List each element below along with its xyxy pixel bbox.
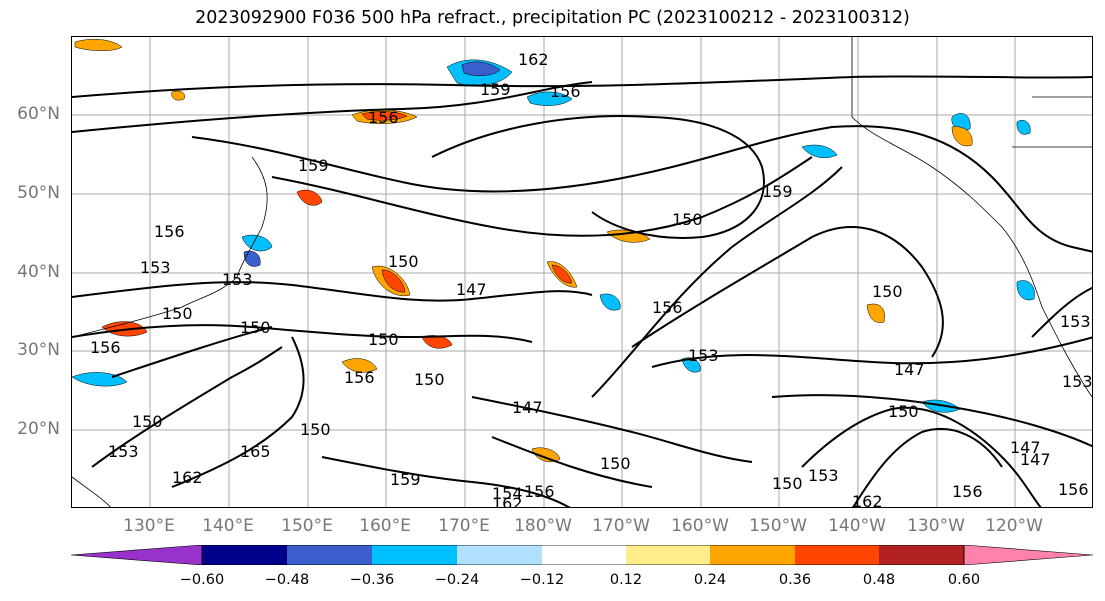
lat-label-60n: 60°N xyxy=(17,104,60,124)
colorbar-segment xyxy=(963,545,1094,565)
colorbar-tick: −0.36 xyxy=(349,572,395,588)
colorbar-segment xyxy=(542,545,626,565)
lon-label-150e: 150°E xyxy=(281,516,333,536)
lat-label-50n: 50°N xyxy=(17,183,60,203)
colorbar-tick: 0.48 xyxy=(862,572,896,588)
contour-label: 150 xyxy=(672,210,703,229)
contour-label: 156 xyxy=(550,82,581,101)
contour-label: 147 xyxy=(1010,438,1041,457)
contour-label: 153 xyxy=(140,258,171,277)
lon-label-170e: 170°E xyxy=(438,516,490,536)
colorbar-segment xyxy=(710,545,795,565)
contour-label: 153 xyxy=(688,346,719,365)
colorbar-tick: −0.12 xyxy=(519,572,565,588)
coastlines xyxy=(72,37,1092,507)
lon-label-180w: 180°W xyxy=(514,516,572,536)
contour-label: 150 xyxy=(162,304,193,323)
colorbar-tick: 0.12 xyxy=(609,572,643,588)
map-canvas: 162 159 156 156 159 153 156 153 150 150 … xyxy=(72,37,1093,508)
contour-label: 147 xyxy=(456,280,487,299)
lon-label-150w: 150°W xyxy=(749,516,807,536)
refractivity-contours xyxy=(72,75,1092,507)
contour-label: 156 xyxy=(344,368,375,387)
colorbar-tick: −0.24 xyxy=(434,572,480,588)
colorbar-segment xyxy=(372,545,457,565)
contour-label: 147 xyxy=(1020,450,1051,469)
map-panel: 162 159 156 156 159 153 156 153 150 150 … xyxy=(71,36,1093,508)
colorbar-segment xyxy=(202,545,287,565)
contour-label: 150 xyxy=(888,402,919,421)
contour-label: 150 xyxy=(368,330,399,349)
contour-label: 150 xyxy=(132,412,163,431)
contour-label: 162 xyxy=(172,468,203,487)
colorbar-tick: 0.24 xyxy=(693,572,727,588)
colorbar-segment xyxy=(71,545,203,565)
contour-label: 147 xyxy=(512,398,543,417)
contour-label: 150 xyxy=(414,370,445,389)
contour-label: 150 xyxy=(600,454,631,473)
contour-label: 156 xyxy=(154,222,185,241)
contour-label: 159 xyxy=(762,182,793,201)
contour-label: 150 xyxy=(388,252,419,271)
contour-label: 159 xyxy=(298,156,329,175)
colorbar-segment xyxy=(457,545,542,565)
contour-label: 156 xyxy=(952,482,983,501)
lon-label-130e: 130°E xyxy=(123,516,175,536)
contour-label: 156 xyxy=(524,482,555,501)
colorbar-segment xyxy=(795,545,879,565)
contour-label: 150 xyxy=(240,318,271,337)
colorbar xyxy=(71,545,1094,565)
contour-label: 153 xyxy=(1060,312,1091,331)
precip-shading xyxy=(72,39,1035,462)
colorbar-segment xyxy=(287,545,372,565)
lon-label-120w: 120°W xyxy=(985,516,1043,536)
contour-label: 162 xyxy=(518,50,549,69)
contour-label: 150 xyxy=(872,282,903,301)
lat-label-30n: 30°N xyxy=(17,340,60,360)
lon-label-170w: 170°W xyxy=(592,516,650,536)
lon-label-130w: 130°W xyxy=(907,516,965,536)
colorbar-tick: −0.60 xyxy=(179,572,225,588)
contour-labels: 162 159 156 156 159 153 156 153 150 150 … xyxy=(90,50,1093,508)
contour-label: 156 xyxy=(368,108,399,127)
colorbar-tick: 0.36 xyxy=(778,572,812,588)
contour-label: 156 xyxy=(1058,480,1089,499)
colorbar-segment xyxy=(879,545,964,565)
contour-label: 153 xyxy=(222,270,253,289)
lat-label-20n: 20°N xyxy=(17,419,60,439)
contour-label: 150 xyxy=(772,474,803,493)
contour-label: 153 xyxy=(108,442,139,461)
contour-label: 154 xyxy=(492,484,523,503)
colorbar-segment xyxy=(626,545,710,565)
contour-label: 153 xyxy=(1062,372,1093,391)
contour-label: 156 xyxy=(90,338,121,357)
contour-label: 162 xyxy=(852,492,883,508)
colorbar-tick: −0.48 xyxy=(264,572,310,588)
contour-label: 153 xyxy=(808,466,839,485)
map-title: 2023092900 F036 500 hPa refract., precip… xyxy=(195,8,910,28)
lon-label-160e: 160°E xyxy=(359,516,411,536)
contour-label: 156 xyxy=(652,298,683,317)
colorbar-tick: 0.60 xyxy=(947,572,981,588)
contour-label: 159 xyxy=(390,470,421,489)
lon-label-140w: 140°W xyxy=(828,516,886,536)
lon-label-140e: 140°E xyxy=(202,516,254,536)
contour-label: 165 xyxy=(240,442,271,461)
contour-label: 159 xyxy=(480,80,511,99)
lat-label-40n: 40°N xyxy=(17,262,60,282)
contour-label: 162 xyxy=(492,494,523,508)
lon-label-160w: 160°W xyxy=(671,516,729,536)
contour-label: 147 xyxy=(894,360,925,379)
contour-label: 150 xyxy=(300,420,331,439)
